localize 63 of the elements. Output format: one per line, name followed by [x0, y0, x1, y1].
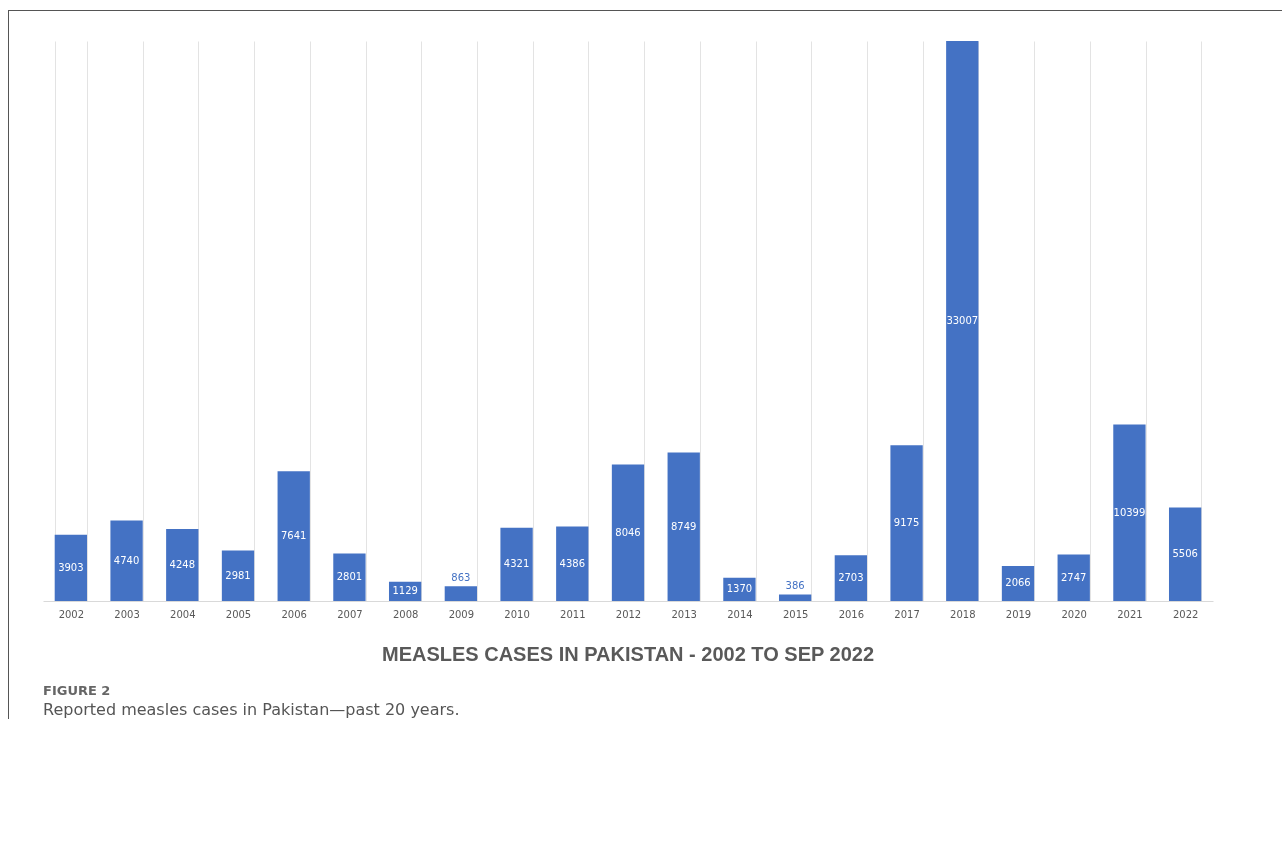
bar [1113, 424, 1146, 601]
x-tick-label: 2021 [1117, 608, 1143, 620]
data-label: 2703 [838, 572, 864, 584]
x-tick-label: 2022 [1172, 608, 1199, 620]
text: MEASLES CASES IN PAKISTAN - 2002 TO SEP 2022 [381, 643, 875, 665]
x-tick-label: 2019 [1005, 608, 1032, 620]
x-tick-label: 2010 [504, 608, 530, 620]
bar [444, 586, 478, 601]
data-label: 4386 [559, 557, 586, 569]
x-tick-label: 2003 [114, 608, 140, 620]
bar [834, 555, 868, 601]
data-label: 863 [451, 572, 471, 584]
data-label: 33007 [946, 315, 979, 326]
x-tick-label: 2009 [448, 608, 475, 620]
bar [333, 553, 366, 601]
data-label: 8749 [670, 520, 697, 532]
x-tick-label: 2002 [58, 608, 85, 620]
bar [500, 527, 533, 601]
data-label: 4321 [503, 558, 530, 570]
x-tick-label: 2020 [1061, 608, 1087, 620]
x-tick-label: 2004 [170, 608, 196, 620]
caption: FIGURE 2 [43, 683, 112, 698]
data-label: 7641 [280, 530, 307, 542]
data-label: 1370 [726, 583, 753, 595]
bar [277, 471, 310, 601]
bar [946, 41, 979, 601]
x-tick-label: 2008 [392, 608, 419, 620]
data-label: 2981 [225, 569, 251, 581]
x-tick-label: 2016 [838, 608, 865, 620]
bar [166, 528, 199, 601]
bar [778, 594, 812, 601]
x-tick-label: 2013 [671, 608, 697, 620]
data-label: 5506 [1172, 548, 1198, 560]
bar [221, 550, 255, 601]
data-label: 9175 [893, 517, 920, 529]
data-label: 4740 [113, 554, 140, 566]
data-label: 4248 [169, 558, 196, 570]
x-tick-label: 2007 [337, 608, 363, 620]
x-tick-label: 2011 [560, 608, 586, 620]
x-tick-label: 2014 [727, 608, 753, 620]
x-tick-label: 2006 [281, 608, 307, 620]
bar [890, 445, 923, 601]
bar [1057, 554, 1090, 601]
bar [667, 452, 700, 601]
bar [1168, 507, 1202, 601]
bar [556, 526, 589, 601]
data-label: 2801 [336, 571, 363, 583]
x-tick-label: 2005 [225, 608, 252, 620]
x-tick-label: 2012 [615, 608, 642, 620]
data-label: 2066 [1005, 577, 1031, 589]
data-label: 386 [785, 580, 805, 592]
bar [110, 520, 143, 601]
data-label: 3903 [58, 561, 84, 573]
x-tick-label: 2015 [782, 608, 809, 620]
data-label: 2747 [1060, 571, 1087, 583]
x-tick-label: 2017 [894, 608, 920, 620]
text: Reported measles cases in Pakistan—past 20 years. [43, 700, 461, 719]
data-label: 1129 [392, 585, 418, 597]
data-label: 8046 [615, 526, 641, 538]
bar [611, 464, 645, 601]
x-tick-label: 2018 [950, 608, 976, 620]
bar [54, 534, 88, 601]
data-label: 10399 [1113, 506, 1146, 518]
